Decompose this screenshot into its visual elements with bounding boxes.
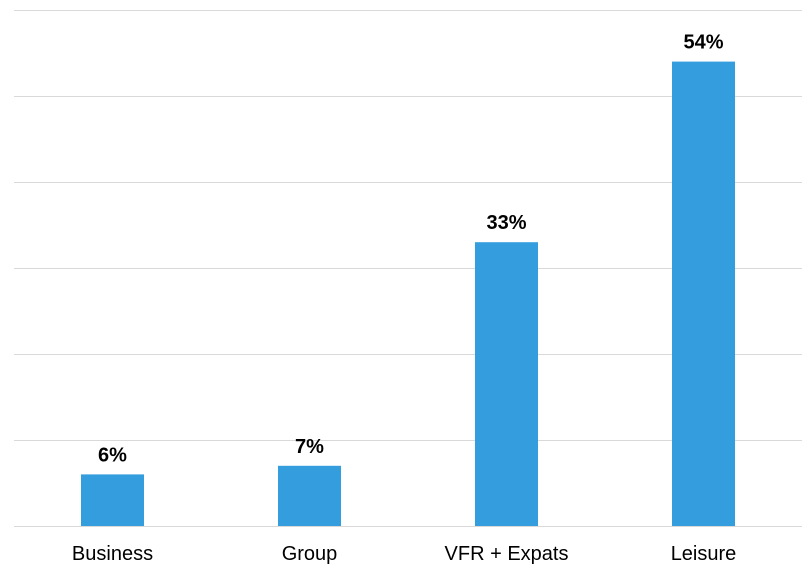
x-tick-label: Leisure	[671, 543, 737, 565]
x-tick-label: Group	[282, 543, 338, 565]
data-label: 6%	[98, 444, 127, 466]
x-tick-label: VFR + Expats	[445, 543, 569, 565]
bar	[672, 61, 735, 526]
data-labels: 6% 7% 33% 54%	[98, 32, 724, 467]
gridlines	[14, 10, 802, 527]
data-label: 33%	[486, 212, 526, 234]
bar	[81, 474, 144, 526]
data-label: 7%	[295, 436, 324, 458]
bars	[81, 61, 735, 526]
x-tick-label: Business	[72, 543, 153, 565]
bar	[278, 465, 341, 526]
data-label: 54%	[683, 32, 723, 54]
x-axis-tick-labels: Business Group VFR + Expats Leisure	[72, 543, 736, 565]
bar	[475, 242, 538, 526]
